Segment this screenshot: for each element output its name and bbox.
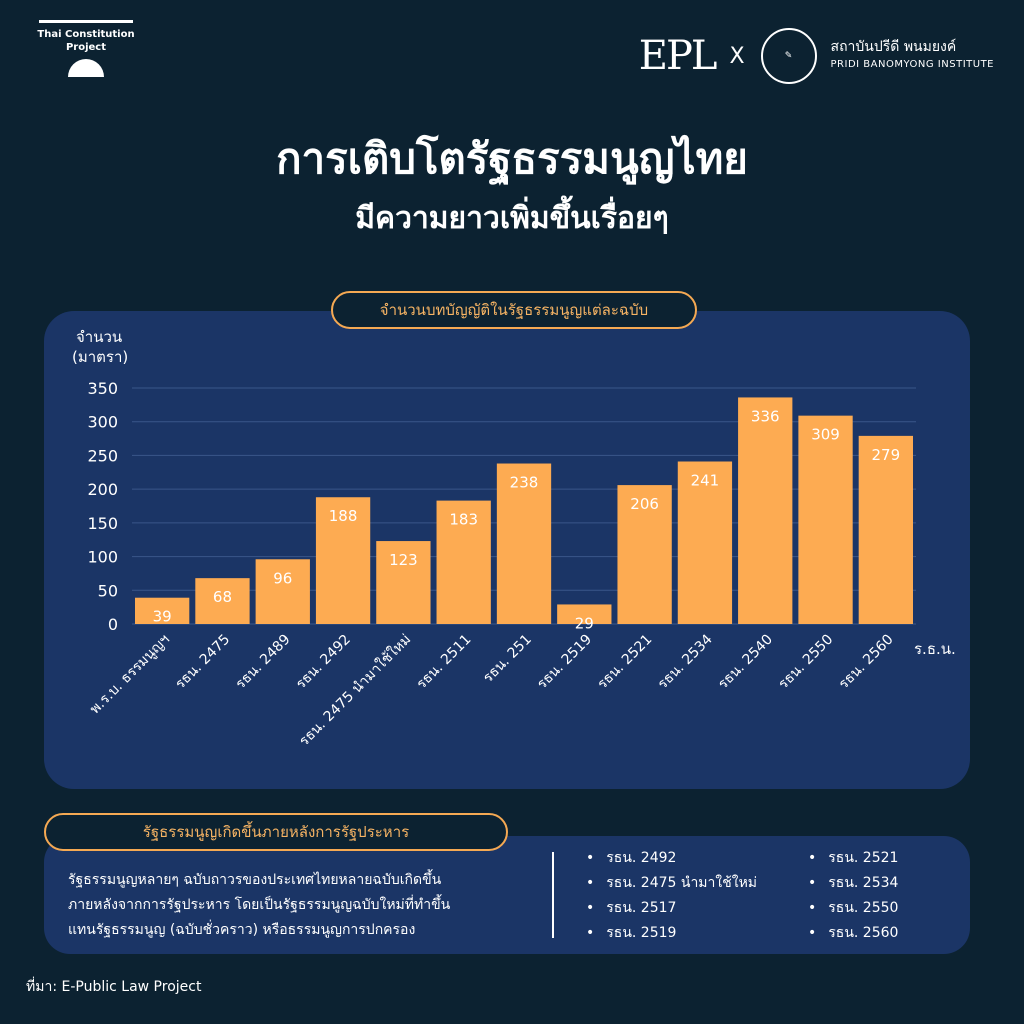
coup-description-line1: รัฐธรรมนูญหลายๆ ฉบับถาวรของประเทศไทยหลาย… <box>68 872 442 888</box>
chart-panel <box>44 311 970 789</box>
chart-title: จำนวนบทบัญญัติในรัฐธรรมนูญแต่ละฉบับ <box>331 291 697 329</box>
list-item: รธน. 2519 <box>586 921 757 946</box>
list-item: รธน. 2492 <box>586 846 757 871</box>
logo-text-line2: Project <box>65 42 107 53</box>
logo-text-line1: Thai Constitution <box>37 29 135 40</box>
thai-constitution-project-logo: Thai Constitution Project <box>34 20 138 77</box>
epl-logo: EPL <box>638 33 718 79</box>
dome-icon <box>68 59 104 77</box>
coup-description-line3: แทนรัฐธรรมนูญ (ฉบับชั่วคราว) หรือธรรมนูญ… <box>68 922 416 938</box>
institute-name-th: สถาบันปรีดี พนมยงค์ <box>830 39 957 55</box>
divider <box>552 852 554 938</box>
coup-list-right: รธน. 2521 รธน. 2534 รธน. 2550 รธน. 2560 <box>808 846 898 946</box>
institute-seal-icon: ✎ <box>760 28 817 84</box>
page-subtitle: มีความยาวเพิ่มขึ้นเรื่อยๆ <box>355 201 669 236</box>
list-item: รธน. 2521 <box>808 846 898 871</box>
list-item: รธน. 2560 <box>808 921 898 946</box>
coup-heading: รัฐธรรมนูญเกิดขึ้นภายหลังการรัฐประหาร <box>44 813 508 851</box>
list-item: รธน. 2475 นำมาใช้ใหม่ <box>586 871 757 896</box>
logo-bar <box>39 20 133 23</box>
source-note: ที่มา: E-Public Law Project <box>26 979 202 995</box>
list-item: รธน. 2534 <box>808 871 898 896</box>
cross-mark: X <box>729 43 745 69</box>
page-title: การเติบโตรัฐธรรมนูญไทย <box>276 134 748 183</box>
institute-name: สถาบันปรีดี พนมยงค์ PRIDI BANOMYONG INST… <box>831 38 994 74</box>
coup-description: รัฐธรรมนูญหลายๆ ฉบับถาวรของประเทศไทยหลาย… <box>68 868 538 943</box>
institute-name-en: PRIDI BANOMYONG INSTITUTE <box>830 59 994 70</box>
list-item: รธน. 2550 <box>808 896 898 921</box>
list-item: รธน. 2517 <box>586 896 757 921</box>
coup-list-left: รธน. 2492 รธน. 2475 นำมาใช้ใหม่ รธน. 251… <box>586 846 757 946</box>
partner-logos: EPL X ✎ สถาบันปรีดี พนมยงค์ PRIDI BANOMY… <box>639 28 994 84</box>
coup-description-line2: ภายหลังจากการรัฐประหาร โดยเป็นรัฐธรรมนูญ… <box>68 897 451 913</box>
